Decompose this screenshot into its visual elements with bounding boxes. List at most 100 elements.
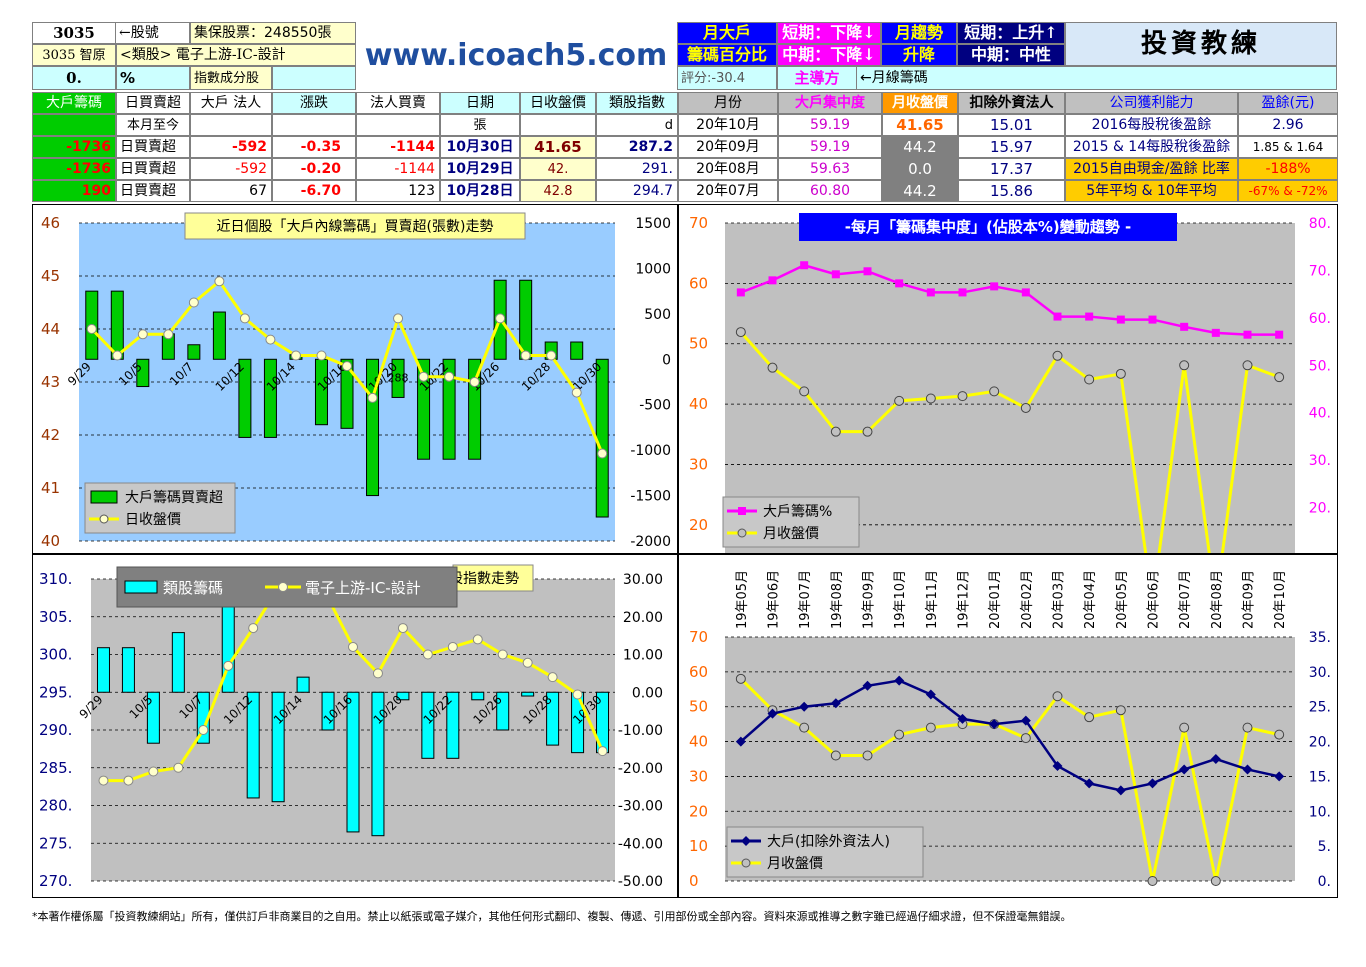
y-left-tick: 60: [689, 663, 708, 681]
legend-marker: [278, 582, 288, 592]
y-right-tick: -20.00: [618, 761, 663, 777]
price-point: [444, 371, 455, 382]
price-point: [894, 395, 905, 406]
legend-box: [722, 496, 860, 548]
holder-pct-point: [1148, 315, 1157, 324]
price-point: [1020, 733, 1031, 744]
holder-point: [957, 713, 968, 724]
index-point: [497, 649, 508, 660]
title-box: [452, 564, 534, 592]
y-right-tick: 80.: [1309, 216, 1331, 232]
y-right-tick: -2000: [630, 534, 671, 550]
blank-cell: [272, 66, 356, 90]
bar: [417, 358, 431, 460]
left-table-cell: 291.: [596, 158, 678, 180]
y-left-tick: 44: [41, 320, 60, 338]
right-table-cell: 59.63: [778, 158, 882, 180]
y-right-tick: 0.00: [632, 685, 663, 701]
price-point: [86, 324, 97, 334]
price-point: [862, 426, 873, 437]
price-point: [830, 426, 841, 437]
price-line: [739, 331, 1280, 553]
left-table-subheader: d: [596, 114, 678, 136]
holder-point: [989, 719, 1000, 730]
holder-point: [799, 701, 810, 712]
left-table-cell: -1144: [356, 136, 440, 158]
price-point: [894, 729, 905, 740]
right-table-header: 月收盤價: [882, 92, 958, 114]
price-point: [316, 350, 327, 361]
category-label: <類股> 電子上游-IC-設計: [116, 44, 356, 66]
y-left-tick: 295.: [39, 683, 72, 701]
left-table-subheader: [190, 114, 272, 136]
bar: [346, 691, 360, 833]
left-table-cell: -6.70: [272, 180, 356, 202]
bar: [187, 344, 201, 360]
holder-pct-point: [1243, 330, 1252, 339]
legend-label: 類股籌碼: [163, 579, 223, 597]
short-down: 短期：下降↓: [777, 22, 881, 44]
price-point: [1084, 712, 1095, 723]
left-table-cell: 41.65: [520, 136, 596, 158]
legend-label: 大戶(扣除外資法人): [767, 834, 890, 850]
index-component: 指數成分股: [190, 66, 272, 90]
bar: [96, 647, 110, 693]
bar: [471, 691, 485, 701]
website-banner: www.icoach5.com: [356, 22, 676, 90]
holder-pct-point: [1211, 328, 1220, 337]
left-table-subheader: 張: [440, 114, 520, 136]
left-table-cell: 日買賣超: [116, 180, 190, 202]
left-table-header: 日買賣超: [116, 92, 190, 114]
holder-pct-point: [800, 261, 809, 270]
chart-monthly-holder-ex-foreign: 0 10 20 30 40 50 60 70 0. 5. 10. 15. 20. 25. 30. 35. 19年…: [689, 570, 1331, 890]
index-point: [397, 623, 408, 634]
left-table-cell: -0.35: [272, 136, 356, 158]
holder-pct-point: [831, 270, 840, 279]
bar: [371, 691, 385, 837]
x-tick-label: 19年09月: [862, 570, 877, 629]
chart-panel-top-left: 40 41 42 43 44 45 46 -2000 -1500 -1000 -500 0 500 100…: [32, 204, 678, 554]
price-point: [735, 327, 746, 338]
left-table-cell: 10月29日: [440, 158, 520, 180]
price-point: [1274, 372, 1285, 383]
left-table-cell: 67: [190, 180, 272, 202]
left-table-cell: 42.: [520, 158, 596, 180]
price-point: [1115, 705, 1126, 716]
legend-marker: [741, 836, 751, 846]
zero-value: 0.: [32, 66, 116, 90]
holder-pct-line: [740, 263, 1280, 336]
price-point: [925, 393, 936, 404]
price-point: [830, 750, 841, 761]
y-left-tick: 0: [689, 872, 699, 890]
price-point: [290, 350, 301, 361]
price-point: [265, 334, 276, 345]
bar: [421, 691, 435, 759]
right-table-cell: 44.2: [882, 136, 958, 158]
left-table-cell: 日買賣超: [116, 158, 190, 180]
left-table-cell: -592: [190, 158, 272, 180]
leader-arrow: ←月線籌碼: [857, 66, 1337, 90]
right-table-cell: 59.19: [778, 136, 882, 158]
right-table-cell: 1.85 & 1.64: [1238, 136, 1338, 158]
left-table-cell: 123: [356, 180, 440, 202]
chart-sector-index: 270. 275. 280. 285. 290. 295. 300. 305. 310. -50.…: [39, 564, 663, 890]
x-tick-label: 19年08月: [830, 570, 845, 629]
price-point: [1052, 691, 1063, 702]
y-left-tick: 300.: [39, 646, 72, 664]
price-point: [597, 448, 608, 459]
left-table-cell: 10月30日: [440, 136, 520, 158]
bar: [171, 632, 185, 693]
y-right-tick: 25.: [1309, 700, 1331, 716]
holder-pct-point: [768, 276, 777, 285]
right-table-cell: 2016每股稅後盈餘: [1065, 114, 1238, 136]
y-right-tick: -1500: [630, 489, 671, 505]
left-table-subheader: [520, 114, 596, 136]
price-point: [112, 350, 123, 361]
x-tick-label: 20年10月: [1273, 570, 1288, 629]
legend-marker: [738, 507, 746, 515]
stock-name: 3035 智原: [32, 44, 116, 66]
holder-pct-point: [990, 282, 999, 291]
price-point: [767, 362, 778, 373]
chart-panel-bottom-right: 0 10 20 30 40 50 60 70 0. 5. 10. 15. 20. 25. 30. 35. 19年…: [678, 554, 1338, 898]
price-point: [1210, 876, 1221, 886]
